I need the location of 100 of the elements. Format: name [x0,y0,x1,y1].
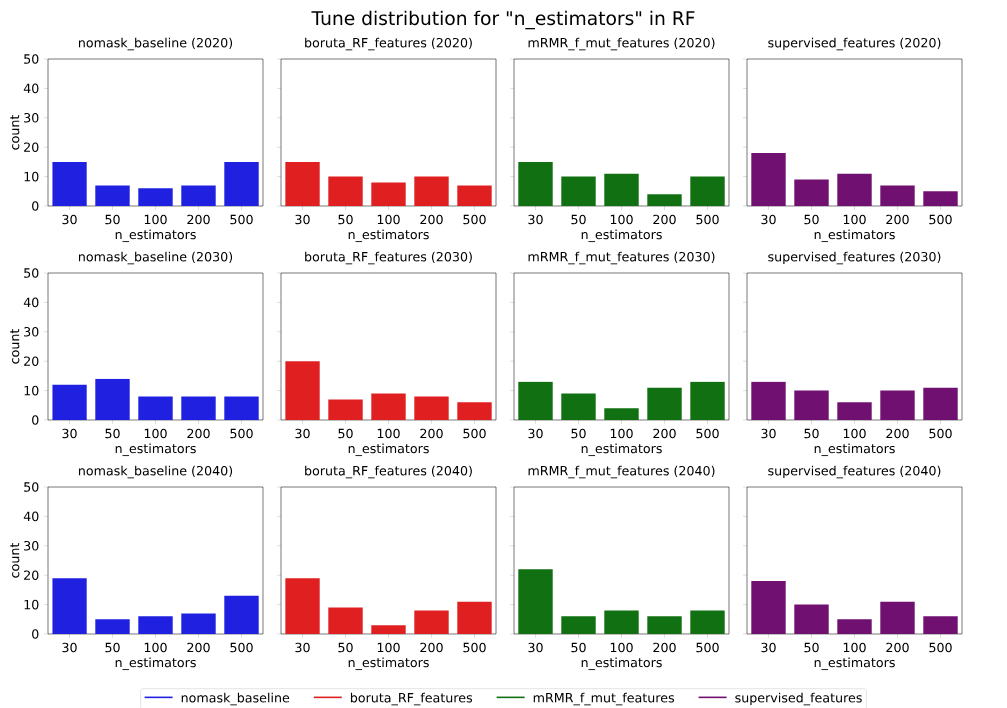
bar [95,619,130,634]
bar [518,161,553,206]
bar [690,381,725,420]
chart-title: boruta_RF_features (2020) [305,37,472,51]
x-tick-label: 200 [187,428,210,439]
x-tick-label: 100 [843,642,866,653]
bar [923,387,958,420]
chart-title: mRMR_f_mut_features (2020) [528,37,715,51]
bar [604,408,639,420]
x-tick-label: 500 [929,214,952,225]
x-tick-label: 100 [610,428,633,439]
x-tick-label: 50 [571,214,586,225]
x-tick-label: 200 [653,428,676,439]
bar [414,396,449,420]
chart-title: supervised_features (2030) [768,251,941,265]
bar [371,182,406,206]
bar [52,161,87,206]
bar [414,610,449,634]
bar [794,604,829,634]
x-tick-label: 50 [804,214,819,225]
x-tick-label: 500 [463,214,486,225]
x-tick-label: 50 [804,428,819,439]
chart-title: boruta_RF_features (2040) [305,465,472,479]
x-tick-label: 500 [230,214,253,225]
bar [138,616,173,634]
x-tick-label: 30 [761,642,776,653]
text: Tune distribution for "n_estimators" in RF [311,10,695,30]
y-tick-label: 10 [24,171,39,182]
x-tick-label: 30 [528,428,543,439]
y-tick-label: 40 [23,83,39,94]
x-axis-title: n_estimators [814,443,895,457]
bar [181,185,216,206]
x-axis-title: n_estimators [814,229,895,243]
x-tick-label: 30 [761,428,776,439]
x-tick-label: 30 [62,428,77,439]
bar [371,625,406,634]
x-tick-label: 100 [144,428,167,439]
bar [328,176,363,206]
y-tick-label: 30 [24,541,39,551]
x-tick-label: 100 [144,214,167,225]
y-axis-title: count [10,542,20,578]
x-tick-label: 100 [843,214,866,225]
bar [837,619,872,634]
x-tick-label: 50 [338,428,353,439]
x-axis-title: n_estimators [581,443,662,457]
bar [647,194,682,206]
bar [923,616,958,634]
y-tick-label: 40 [23,297,39,308]
chart-title: nomask_baseline (2020) [78,37,233,51]
y-axis-title: count [10,328,20,364]
x-tick-label: 200 [653,642,676,653]
y-tick-label: 0 [32,415,39,425]
x-tick-label: 500 [696,428,719,439]
bar [224,161,259,206]
bar [138,396,173,420]
bar [751,581,786,634]
x-tick-label: 30 [295,214,310,225]
x-tick-label: 200 [420,428,443,439]
bar [923,191,958,206]
bar [604,173,639,206]
bar [371,393,406,420]
x-axis-title: n_estimators [348,657,429,671]
bar [880,185,915,206]
x-tick-label: 30 [62,642,77,653]
y-axis-title: count [10,114,20,150]
y-tick-label: 20 [24,356,39,366]
y-tick-label: 10 [24,385,39,396]
x-tick-label: 200 [187,642,210,653]
x-tick-label: 500 [230,428,253,439]
x-tick-label: 50 [105,642,120,653]
y-tick-label: 0 [32,201,39,211]
x-tick-label: 50 [105,214,120,225]
x-axis-title: n_estimators [115,229,196,243]
x-tick-label: 50 [105,428,120,439]
x-tick-label: 500 [696,214,719,225]
chart-title: nomask_baseline (2030) [78,251,233,265]
y-tick-label: 20 [24,142,39,152]
bar [794,390,829,420]
x-tick-label: 50 [804,642,819,653]
bar [880,601,915,634]
x-tick-label: 200 [886,214,909,225]
x-tick-label: 30 [295,642,310,653]
bar [52,384,87,420]
x-tick-label: 100 [377,428,400,439]
bar [647,387,682,420]
x-tick-label: 100 [377,214,400,225]
bar [690,176,725,206]
x-tick-label: 30 [528,642,543,653]
legend-label: nomask_baseline [181,692,290,706]
bar [224,595,259,634]
x-tick-label: 500 [463,642,486,653]
bar [457,402,492,420]
bar [837,173,872,206]
bar [285,578,320,634]
y-tick-label: 40 [23,511,39,522]
x-tick-label: 30 [761,214,776,225]
x-tick-label: 200 [886,642,909,653]
bar [181,396,216,420]
bar [794,179,829,206]
legend-label: boruta_RF_features [350,692,473,706]
